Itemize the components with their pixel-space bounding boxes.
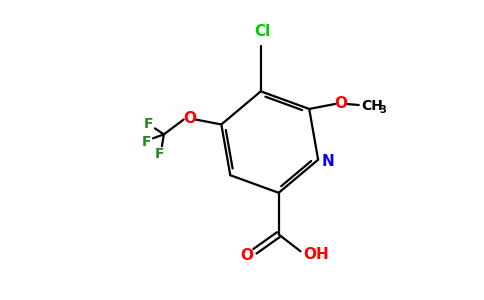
Text: O: O (334, 95, 348, 110)
Text: N: N (322, 154, 334, 169)
Text: F: F (143, 118, 153, 131)
Text: OH: OH (303, 247, 329, 262)
Text: F: F (141, 135, 151, 149)
Text: 3: 3 (379, 105, 386, 115)
Text: O: O (241, 248, 254, 263)
Text: Cl: Cl (255, 24, 271, 39)
Text: CH: CH (362, 99, 383, 113)
Text: F: F (155, 147, 165, 161)
Text: O: O (183, 111, 196, 126)
